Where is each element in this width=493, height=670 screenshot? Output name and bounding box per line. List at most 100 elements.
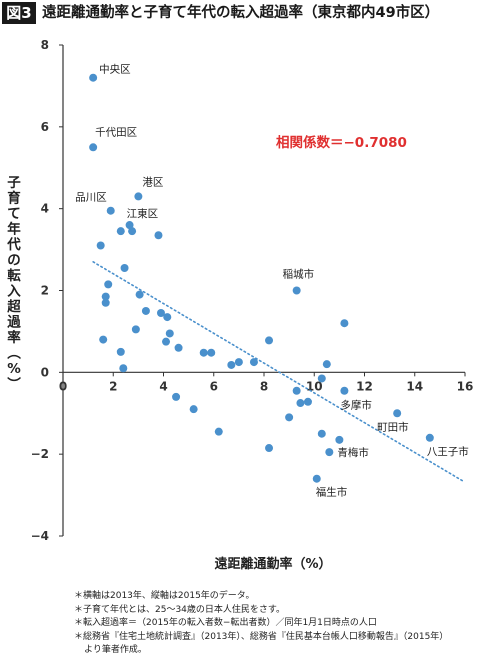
note-line: ＊総務省『住宅土地統計調査』（2013年）、総務省『住民基本台帳人口移動報告』（…	[74, 631, 449, 642]
x-tick-label: 2	[109, 379, 117, 393]
y-axis-label: 子育て年代の転入超過率（%）	[5, 175, 21, 390]
y-axis-label-char: 入	[7, 284, 21, 300]
data-point	[296, 399, 305, 408]
data-point	[104, 280, 113, 289]
y-tick-label: 6	[41, 120, 49, 134]
y-axis-label-char: 年	[7, 221, 21, 238]
x-tick-label: 8	[260, 379, 268, 393]
data-point	[234, 358, 243, 367]
data-point	[174, 343, 183, 352]
data-point	[116, 227, 125, 236]
data-point	[163, 313, 172, 322]
point-label: 中央区	[99, 63, 130, 76]
y-axis-label-char: 子	[7, 175, 21, 191]
y-axis-label-char: 代	[6, 236, 21, 253]
data-point	[285, 413, 294, 422]
data-point	[292, 386, 301, 395]
note-line: ＊転入超過率＝（2015年の転入者数−転出者数）／同年1月1日時点の人口	[74, 618, 377, 628]
data-point	[125, 221, 134, 230]
y-axis-label-char: 率	[7, 329, 21, 346]
note-line: ＊子育て年代とは、25〜34歳の日本人住民をさす。	[74, 604, 286, 615]
data-point	[89, 143, 98, 152]
data-point	[249, 358, 258, 367]
note-line: より筆者作成。	[84, 645, 147, 655]
y-tick-label: 8	[41, 38, 49, 52]
data-point	[101, 292, 110, 301]
data-point	[134, 192, 143, 201]
data-point	[141, 306, 150, 315]
data-point	[154, 231, 163, 240]
data-point	[393, 409, 402, 418]
point-label: 多摩市	[340, 399, 372, 412]
point-label: 青梅市	[337, 446, 369, 459]
data-point	[325, 448, 334, 457]
y-tick-label: −2	[31, 447, 49, 461]
figure-label: 図3	[2, 2, 36, 24]
data-point	[128, 227, 137, 236]
data-point	[317, 429, 326, 438]
x-tick-label: 16	[457, 379, 474, 393]
data-point	[116, 347, 125, 356]
point-label: 港区	[142, 176, 163, 188]
data-point	[135, 290, 144, 299]
point-label: 品川区	[75, 192, 107, 204]
data-point	[340, 386, 349, 395]
x-tick-label: 12	[356, 379, 373, 393]
data-point	[227, 360, 236, 369]
point-label: 稲城市	[283, 268, 315, 281]
data-point	[89, 73, 98, 82]
x-axis-label: 遠距離通勤率（%）	[214, 556, 331, 572]
x-tick-label: 4	[159, 379, 167, 393]
figure-header: 図3 遠距離通勤率と子育て年代の転入超過率（東京都内49市区）	[0, 0, 493, 26]
data-point	[207, 348, 216, 357]
data-point	[120, 263, 129, 272]
point-label: 八王子市	[427, 445, 469, 458]
data-point	[335, 435, 344, 444]
point-label: 福生市	[316, 486, 348, 499]
data-point	[214, 427, 223, 436]
data-point	[165, 329, 174, 338]
point-label: 町田市	[377, 420, 409, 433]
data-point	[303, 397, 312, 406]
y-axis-label-char: 転	[7, 267, 21, 284]
data-point	[292, 286, 301, 295]
notes: ＊横軸は2013年、縦軸は2015年のデータ。 ＊子育て年代とは、25〜34歳の…	[74, 590, 484, 658]
y-axis-label-char: 超	[6, 298, 21, 315]
y-tick-label: 2	[41, 284, 49, 298]
point-label: 千代田区	[95, 126, 137, 138]
data-point	[162, 337, 171, 346]
x-tick-label: 6	[210, 379, 218, 393]
y-axis-label-char: て	[7, 206, 21, 222]
y-axis-label-char: %	[7, 361, 21, 377]
data-points	[89, 73, 434, 483]
data-point	[119, 364, 128, 373]
point-label: 江東区	[127, 207, 159, 220]
data-point	[131, 325, 140, 334]
x-tick-label: 0	[59, 379, 67, 393]
data-point	[189, 405, 198, 414]
y-tick-label: 4	[41, 202, 49, 216]
data-point	[425, 433, 434, 442]
y-axis-label-char: 育	[7, 190, 21, 207]
data-point	[265, 336, 274, 345]
y-tick-label: −4	[31, 529, 49, 543]
y-axis-label-char: 過	[6, 315, 21, 331]
data-point	[312, 474, 321, 483]
correlation-text: 相関係数＝−0.7080	[276, 134, 407, 151]
data-point	[172, 392, 181, 401]
data-point	[340, 319, 349, 328]
x-tick-label: 14	[406, 379, 423, 393]
data-point	[96, 241, 105, 250]
y-tick-label: 0	[41, 365, 49, 379]
note-line: ＊横軸は2013年、縦軸は2015年のデータ。	[74, 591, 255, 601]
trendline	[92, 261, 464, 482]
axes	[59, 44, 466, 537]
data-point	[317, 374, 326, 383]
data-point	[265, 444, 274, 453]
data-point	[106, 206, 115, 215]
data-point	[99, 335, 108, 344]
data-point	[199, 348, 208, 357]
